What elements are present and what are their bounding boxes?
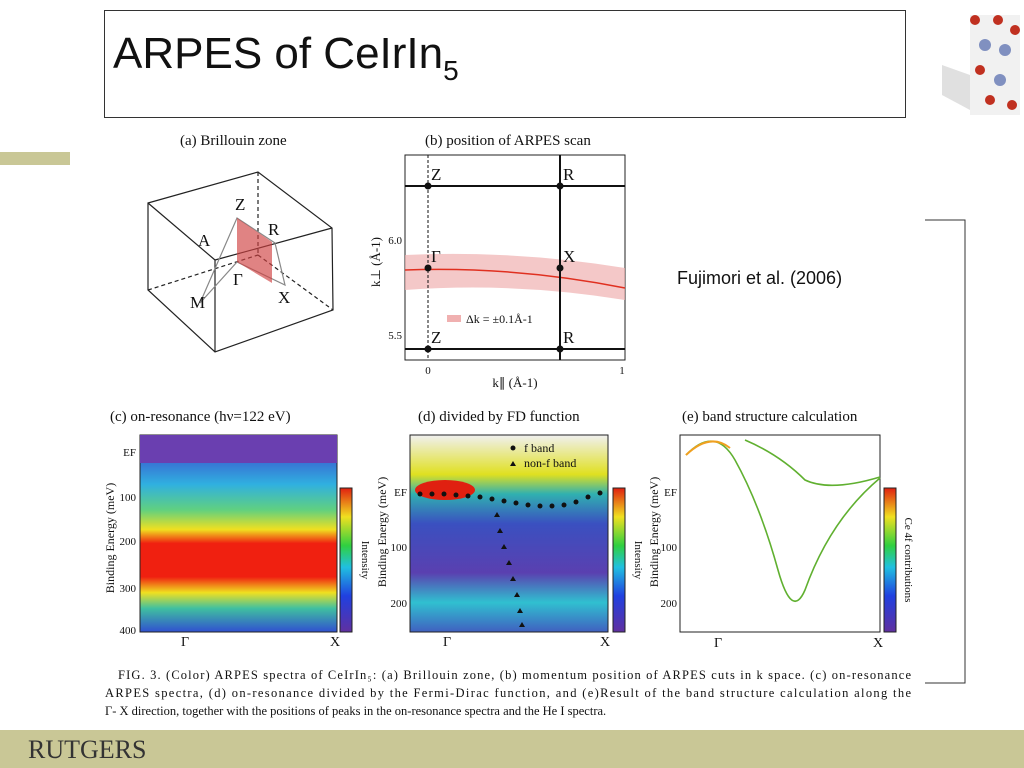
point-label: Γ bbox=[431, 247, 441, 266]
heatmap bbox=[409, 434, 609, 633]
x-tick-label: Γ bbox=[181, 635, 189, 650]
y-axis-label: Binding Energy (meV) bbox=[375, 477, 389, 587]
y-tick-label: 100 bbox=[661, 542, 678, 554]
caption-line: ARPES spectra, (d) on-resonance divided … bbox=[105, 686, 911, 700]
point-label: R bbox=[563, 328, 575, 347]
y-tick-label: 200 bbox=[661, 598, 678, 610]
plot-frame bbox=[679, 434, 881, 633]
scan-line bbox=[404, 268, 626, 289]
x-tick-label: Γ bbox=[443, 635, 451, 650]
heatmap bbox=[139, 434, 338, 633]
x-tick-label: 0 bbox=[425, 365, 431, 377]
x-tick-label: 1 bbox=[619, 365, 625, 377]
bracket bbox=[925, 219, 966, 684]
x-tick-label: X bbox=[873, 636, 883, 651]
colorbar-label: Intensity bbox=[359, 541, 371, 580]
caption-line: FIG. 3. (Color) ARPES spectra of CeIrIn₅… bbox=[118, 668, 911, 682]
y-tick-label: 100 bbox=[391, 542, 408, 554]
x-tick-label: X bbox=[330, 635, 340, 650]
y-tick-label: 200 bbox=[120, 536, 137, 548]
accent-bar bbox=[0, 152, 70, 165]
panel-label: (c) on-resonance (hν=122 eV) bbox=[110, 409, 291, 425]
caption-line: Γ- X direction, together with the positi… bbox=[105, 704, 606, 718]
y-tick-label: 100 bbox=[120, 492, 137, 504]
colorbar bbox=[883, 487, 897, 633]
citation: Fujimori et al. (2006) bbox=[677, 268, 842, 288]
colorbar bbox=[339, 487, 353, 633]
x-axis-label: k∥ (Å-1) bbox=[492, 375, 537, 390]
legend-marker bbox=[510, 461, 516, 466]
scan-plane bbox=[237, 218, 272, 283]
point-label: Z bbox=[431, 165, 441, 184]
colorbar bbox=[612, 487, 626, 633]
y-tick-label: 300 bbox=[120, 583, 137, 595]
title: ARPES of CeIrIn5 bbox=[113, 29, 459, 86]
legend-label: f band bbox=[524, 441, 554, 455]
legend-marker bbox=[510, 445, 516, 451]
point-label: A bbox=[198, 231, 211, 250]
y-axis-label: Binding Energy (meV) bbox=[647, 477, 661, 587]
footer-bar bbox=[0, 730, 1024, 768]
point-label: M bbox=[190, 293, 205, 312]
y-tick-label: EF bbox=[394, 487, 407, 499]
panel-label: (d) divided by FD function bbox=[418, 409, 580, 425]
logo: RUTGERS bbox=[28, 735, 146, 764]
panel-label: (b) position of ARPES scan bbox=[425, 133, 591, 149]
x-tick-label: Γ bbox=[714, 636, 722, 651]
point-label: R bbox=[268, 220, 280, 239]
heatmap-top bbox=[140, 435, 337, 463]
y-tick-label: 200 bbox=[391, 598, 408, 610]
point-label: R bbox=[563, 165, 575, 184]
colorbar-label: Ce 4f contributions bbox=[902, 518, 914, 603]
panel-label: (e) band structure calculation bbox=[682, 409, 858, 425]
non-f-band-points bbox=[494, 512, 525, 627]
y-tick-label: EF bbox=[664, 487, 677, 499]
band-curve bbox=[685, 440, 881, 602]
band-curve bbox=[685, 440, 731, 456]
point-label: X bbox=[563, 247, 575, 266]
legend-label: Δk = ±0.1Å-1 bbox=[466, 312, 533, 326]
symmetry-points bbox=[424, 182, 564, 353]
title-box bbox=[104, 10, 906, 118]
point-label: X bbox=[278, 288, 290, 307]
panel-label: (a) Brillouin zone bbox=[180, 133, 287, 149]
y-tick-label: 5.5 bbox=[388, 330, 402, 342]
y-tick-label: EF bbox=[123, 447, 136, 459]
f-band-points bbox=[417, 490, 603, 509]
uncertainty-band bbox=[405, 253, 625, 300]
y-axis-label: Binding Energy (meV) bbox=[103, 483, 117, 593]
colorbar-label: Intensity bbox=[632, 541, 644, 580]
point-label: Z bbox=[431, 328, 441, 347]
y-tick-label: 400 bbox=[120, 625, 137, 637]
band-curve bbox=[744, 439, 881, 487]
point-label: Γ bbox=[233, 270, 243, 289]
legend-label: non-f band bbox=[524, 456, 576, 470]
point-label: Z bbox=[235, 195, 245, 214]
y-axis-label: k⊥ (Å-1) bbox=[368, 237, 383, 287]
crystal-icon bbox=[942, 15, 1020, 115]
x-tick-label: X bbox=[600, 635, 610, 650]
y-tick-label: 6.0 bbox=[388, 235, 402, 247]
legend-swatch bbox=[447, 315, 461, 322]
